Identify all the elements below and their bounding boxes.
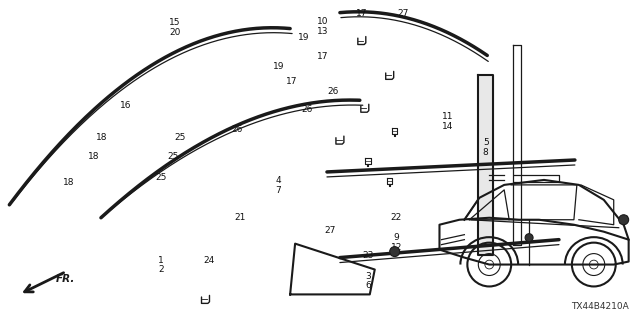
Text: 15
20: 15 20 bbox=[169, 19, 180, 37]
Text: 26: 26 bbox=[301, 105, 313, 114]
Text: 23: 23 bbox=[362, 251, 374, 260]
Circle shape bbox=[525, 234, 533, 242]
Text: 18: 18 bbox=[88, 152, 100, 161]
Text: 19: 19 bbox=[273, 61, 284, 70]
Text: 27: 27 bbox=[397, 9, 408, 18]
Text: 17: 17 bbox=[317, 52, 329, 61]
Text: FR.: FR. bbox=[56, 275, 76, 284]
Text: 25: 25 bbox=[174, 133, 186, 142]
Text: 19: 19 bbox=[298, 33, 310, 42]
Text: TX44B4210A: TX44B4210A bbox=[571, 302, 628, 311]
Text: 25: 25 bbox=[168, 152, 179, 161]
Text: 16: 16 bbox=[120, 101, 131, 110]
Circle shape bbox=[390, 247, 399, 257]
Text: 22: 22 bbox=[391, 213, 402, 222]
Text: 5
8: 5 8 bbox=[483, 138, 488, 156]
Text: 17: 17 bbox=[285, 77, 297, 86]
Text: 21: 21 bbox=[235, 213, 246, 222]
Text: 18: 18 bbox=[97, 133, 108, 142]
Text: 17: 17 bbox=[356, 9, 367, 18]
Text: 27: 27 bbox=[324, 226, 335, 235]
Text: 26: 26 bbox=[232, 125, 243, 134]
Circle shape bbox=[619, 215, 628, 225]
Text: 10
13: 10 13 bbox=[317, 18, 329, 36]
Text: 26: 26 bbox=[327, 87, 339, 96]
Text: 4
7: 4 7 bbox=[276, 176, 282, 195]
Polygon shape bbox=[478, 76, 493, 255]
Text: 11
14: 11 14 bbox=[442, 112, 453, 131]
Text: 18: 18 bbox=[63, 178, 74, 187]
Text: 3
6: 3 6 bbox=[365, 272, 371, 291]
Text: 9
12: 9 12 bbox=[391, 234, 402, 252]
Text: 25: 25 bbox=[155, 173, 166, 182]
Text: 24: 24 bbox=[203, 256, 214, 265]
Text: 1
2: 1 2 bbox=[158, 256, 164, 275]
